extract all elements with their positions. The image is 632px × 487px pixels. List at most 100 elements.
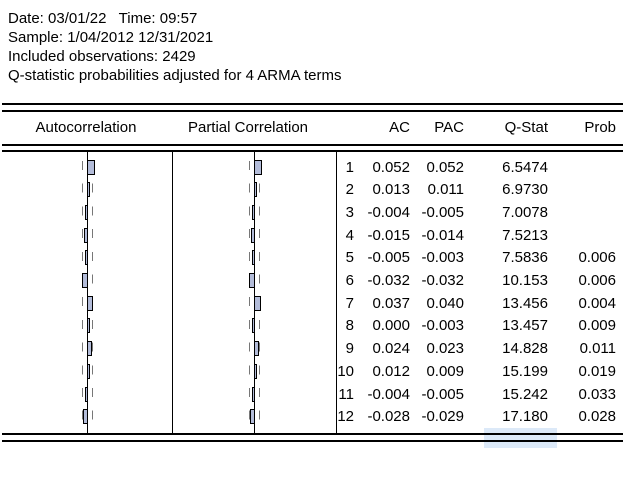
pac-cell[interactable]: 0.011 xyxy=(427,181,464,199)
ac-bar xyxy=(85,250,88,266)
prob-cell[interactable]: 0.004 xyxy=(578,294,616,312)
lag-cell[interactable]: 12 xyxy=(337,408,354,426)
qstat-cell[interactable]: 15.242 xyxy=(502,385,548,403)
qstat-cell[interactable]: 15.199 xyxy=(502,362,548,380)
prob-cell[interactable]: 0.009 xyxy=(578,317,616,335)
column-separator-line-2 xyxy=(336,152,337,433)
ac-band-left-dashed-line xyxy=(82,161,83,433)
lag-cell[interactable]: 3 xyxy=(345,203,354,221)
lag-cell[interactable]: 4 xyxy=(345,226,354,244)
pac-bar xyxy=(250,409,255,425)
col-header-partial-correlation: Partial Correlation xyxy=(187,119,309,136)
pac-cell[interactable]: -0.003 xyxy=(421,317,464,335)
table-bottom-rule-2 xyxy=(2,440,623,442)
pac-bar xyxy=(254,295,261,311)
lag-cell[interactable]: 10 xyxy=(337,362,354,380)
col-header-qstat: Q-Stat xyxy=(504,119,548,136)
header-bottom-rule-2 xyxy=(2,150,623,152)
ac-cell[interactable]: -0.028 xyxy=(367,408,410,426)
table-top-rule-1 xyxy=(2,103,623,105)
header-bottom-rule-1 xyxy=(2,144,623,146)
lag-cell[interactable]: 11 xyxy=(338,385,354,403)
date-time-line: Date: 03/01/22 Time: 09:57 xyxy=(8,10,198,27)
prob-cell[interactable]: 0.011 xyxy=(579,340,616,358)
lag-cell[interactable]: 2 xyxy=(345,181,354,199)
prob-cell[interactable]: 0.028 xyxy=(578,408,616,426)
pac-cell[interactable]: 0.023 xyxy=(426,340,464,358)
ac-cell[interactable]: -0.015 xyxy=(367,226,410,244)
pac-cell[interactable]: -0.005 xyxy=(421,203,464,221)
ac-cell[interactable]: -0.004 xyxy=(367,203,410,221)
pac-bar xyxy=(251,227,255,243)
qstat-cell[interactable]: 17.180 xyxy=(502,408,548,426)
qstat-cell[interactable]: 7.5836 xyxy=(502,249,548,267)
qstat-cell[interactable]: 13.457 xyxy=(502,317,548,335)
sample-line: Sample: 1/04/2012 12/31/2021 xyxy=(8,29,214,46)
pac-cell[interactable]: 0.052 xyxy=(426,158,464,176)
ac-cell[interactable]: -0.032 xyxy=(367,272,410,289)
lag-cell[interactable]: 6 xyxy=(345,272,354,289)
pac-zero-axis-line xyxy=(254,152,255,433)
ac-bar xyxy=(84,227,88,243)
ac-cell[interactable]: 0.052 xyxy=(372,158,410,176)
prob-cell[interactable] xyxy=(550,226,616,245)
lag-cell[interactable]: 8 xyxy=(345,317,354,335)
prob-cell[interactable]: 0.006 xyxy=(578,272,616,289)
qstat-cell[interactable]: 10.153 xyxy=(502,272,548,289)
col-header-pac: PAC xyxy=(434,119,464,136)
ac-bar xyxy=(87,182,90,198)
ac-bar xyxy=(85,204,88,220)
lag-cell[interactable]: 7 xyxy=(345,294,354,312)
pac-bar xyxy=(252,318,255,334)
pac-cell[interactable]: -0.032 xyxy=(421,272,464,289)
qstat-cell[interactable]: 6.9730 xyxy=(502,181,548,199)
ac-cell[interactable]: 0.000 xyxy=(372,317,410,335)
pac-bar xyxy=(249,273,255,288)
qstat-cell[interactable]: 14.828 xyxy=(502,340,548,358)
pac-cell[interactable]: -0.014 xyxy=(421,226,464,244)
col-header-autocorrelation: Autocorrelation xyxy=(35,119,137,136)
pac-cell[interactable]: -0.029 xyxy=(421,408,464,426)
prob-cell[interactable] xyxy=(550,203,616,222)
ac-bar xyxy=(87,363,90,379)
pac-bar xyxy=(254,159,262,175)
ac-bar xyxy=(87,159,95,175)
ac-cell[interactable]: -0.004 xyxy=(367,385,410,403)
qstat-cell[interactable]: 7.5213 xyxy=(502,226,548,244)
ac-cell[interactable]: 0.013 xyxy=(372,181,410,199)
qstat-cell[interactable]: 13.456 xyxy=(502,294,548,312)
pac-bar xyxy=(252,250,255,266)
prob-cell[interactable] xyxy=(550,180,616,199)
lag-cell[interactable]: 9 xyxy=(345,340,354,358)
lag-cell[interactable]: 5 xyxy=(345,249,354,267)
col-header-ac: AC xyxy=(389,119,410,136)
observations-line: Included observations: 2429 xyxy=(8,48,196,65)
pac-cell[interactable]: -0.003 xyxy=(421,249,464,267)
ac-bar xyxy=(87,341,92,357)
ac-cell[interactable]: 0.012 xyxy=(372,362,410,380)
pac-bar xyxy=(254,341,259,357)
pac-cell[interactable]: -0.005 xyxy=(421,385,464,403)
pac-bar xyxy=(252,204,255,220)
ac-bar xyxy=(87,295,93,311)
table-top-rule-2 xyxy=(2,110,623,112)
prob-cell[interactable]: 0.019 xyxy=(578,362,616,380)
pac-cell[interactable]: 0.009 xyxy=(426,362,464,380)
column-separator-line-1 xyxy=(172,152,173,433)
ac-cell[interactable]: 0.024 xyxy=(372,340,410,358)
qstat-cell[interactable]: 6.5474 xyxy=(502,158,548,176)
lag-cell[interactable]: 1 xyxy=(345,158,354,176)
ac-cell[interactable]: -0.005 xyxy=(367,249,410,267)
qstat-cell[interactable]: 7.0078 xyxy=(502,203,548,221)
ac-bar xyxy=(82,273,88,288)
table-bottom-rule-1 xyxy=(2,433,623,435)
pac-cell[interactable]: 0.040 xyxy=(426,294,464,312)
prob-cell[interactable]: 0.006 xyxy=(578,249,616,267)
prob-cell[interactable] xyxy=(550,158,616,177)
ac-cell[interactable]: 0.037 xyxy=(372,294,410,312)
prob-cell[interactable]: 0.033 xyxy=(578,385,616,403)
ac-bar xyxy=(85,386,88,402)
selected-cell-highlight[interactable] xyxy=(484,428,557,448)
pac-bar xyxy=(254,182,257,198)
